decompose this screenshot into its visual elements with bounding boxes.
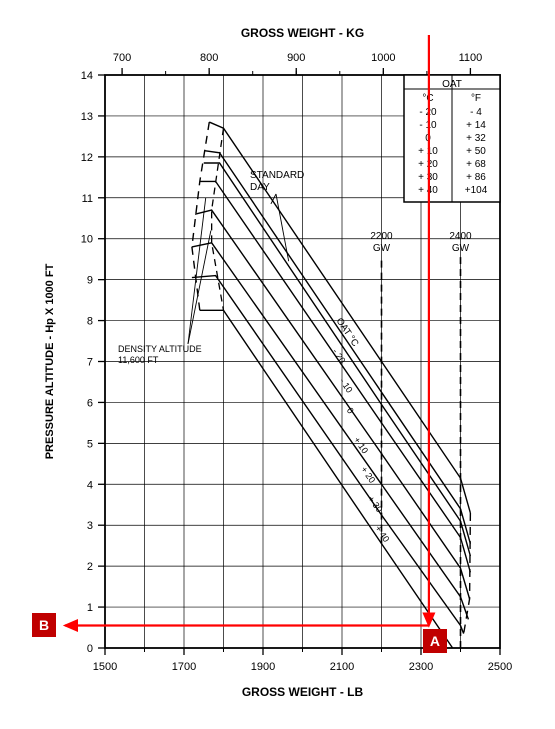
svg-text:OAT °C: OAT °C [334,316,361,349]
svg-text:900: 900 [287,52,305,64]
svg-text:10: 10 [81,234,93,246]
svg-text:11: 11 [82,193,93,205]
svg-text:+ 14: + 14 [466,120,486,131]
svg-text:DAY: DAY [250,182,270,193]
svg-text:DENSITY ALTITUDE: DENSITY ALTITUDE [118,344,202,354]
svg-text:7: 7 [87,357,93,369]
svg-text:OAT: OAT [442,79,462,90]
svg-text:+ 86: + 86 [466,172,486,183]
svg-text:+ 50: + 50 [466,146,486,157]
svg-text:1700: 1700 [172,661,196,673]
svg-text:11,600 FT: 11,600 FT [118,355,159,365]
svg-text:9: 9 [87,275,93,287]
marker-a: A [423,629,447,653]
svg-text:°F: °F [471,93,481,104]
svg-text:14: 14 [81,70,93,82]
svg-text:+ 20: + 20 [359,465,377,485]
svg-text:2400: 2400 [449,231,472,242]
svg-text:1900: 1900 [251,661,275,673]
svg-text:1000: 1000 [371,52,395,64]
svg-text:STANDARD: STANDARD [250,170,304,181]
svg-text:4: 4 [87,479,93,491]
svg-text:GROSS WEIGHT - LB: GROSS WEIGHT - LB [242,685,364,699]
svg-text:2300: 2300 [409,661,433,673]
svg-text:GROSS WEIGHT - KG: GROSS WEIGHT - KG [241,26,364,40]
svg-text:700: 700 [113,52,131,64]
svg-text:0: 0 [87,643,93,655]
svg-text:PRESSURE ALTITUDE - Hp X 1000: PRESSURE ALTITUDE - Hp X 1000 FT [44,263,56,459]
svg-text:GW: GW [452,243,470,254]
svg-text:2200: 2200 [370,231,393,242]
chart-container: 150017001900210023002500GROSS WEIGHT - L… [0,0,555,729]
svg-text:2: 2 [87,561,93,573]
svg-text:800: 800 [200,52,218,64]
svg-text:12: 12 [81,152,93,164]
svg-text:1500: 1500 [93,661,117,673]
svg-text:8: 8 [87,316,93,328]
svg-text:13: 13 [81,111,93,123]
svg-text:1100: 1100 [459,52,483,64]
svg-text:2100: 2100 [330,661,354,673]
svg-text:+ 40: + 40 [373,524,391,544]
marker-b: B [32,613,56,637]
svg-text:6: 6 [87,397,93,409]
svg-text:+ 32: + 32 [466,133,486,144]
svg-text:+ 68: + 68 [466,159,486,170]
svg-text:GW: GW [373,243,391,254]
svg-text:5: 5 [87,438,93,450]
chart-svg: 150017001900210023002500GROSS WEIGHT - L… [0,0,555,729]
svg-text:2500: 2500 [488,661,512,673]
svg-text:- 4: - 4 [470,107,482,118]
svg-text:+104: +104 [465,185,488,196]
svg-text:3: 3 [87,520,93,532]
svg-text:1: 1 [87,602,93,614]
